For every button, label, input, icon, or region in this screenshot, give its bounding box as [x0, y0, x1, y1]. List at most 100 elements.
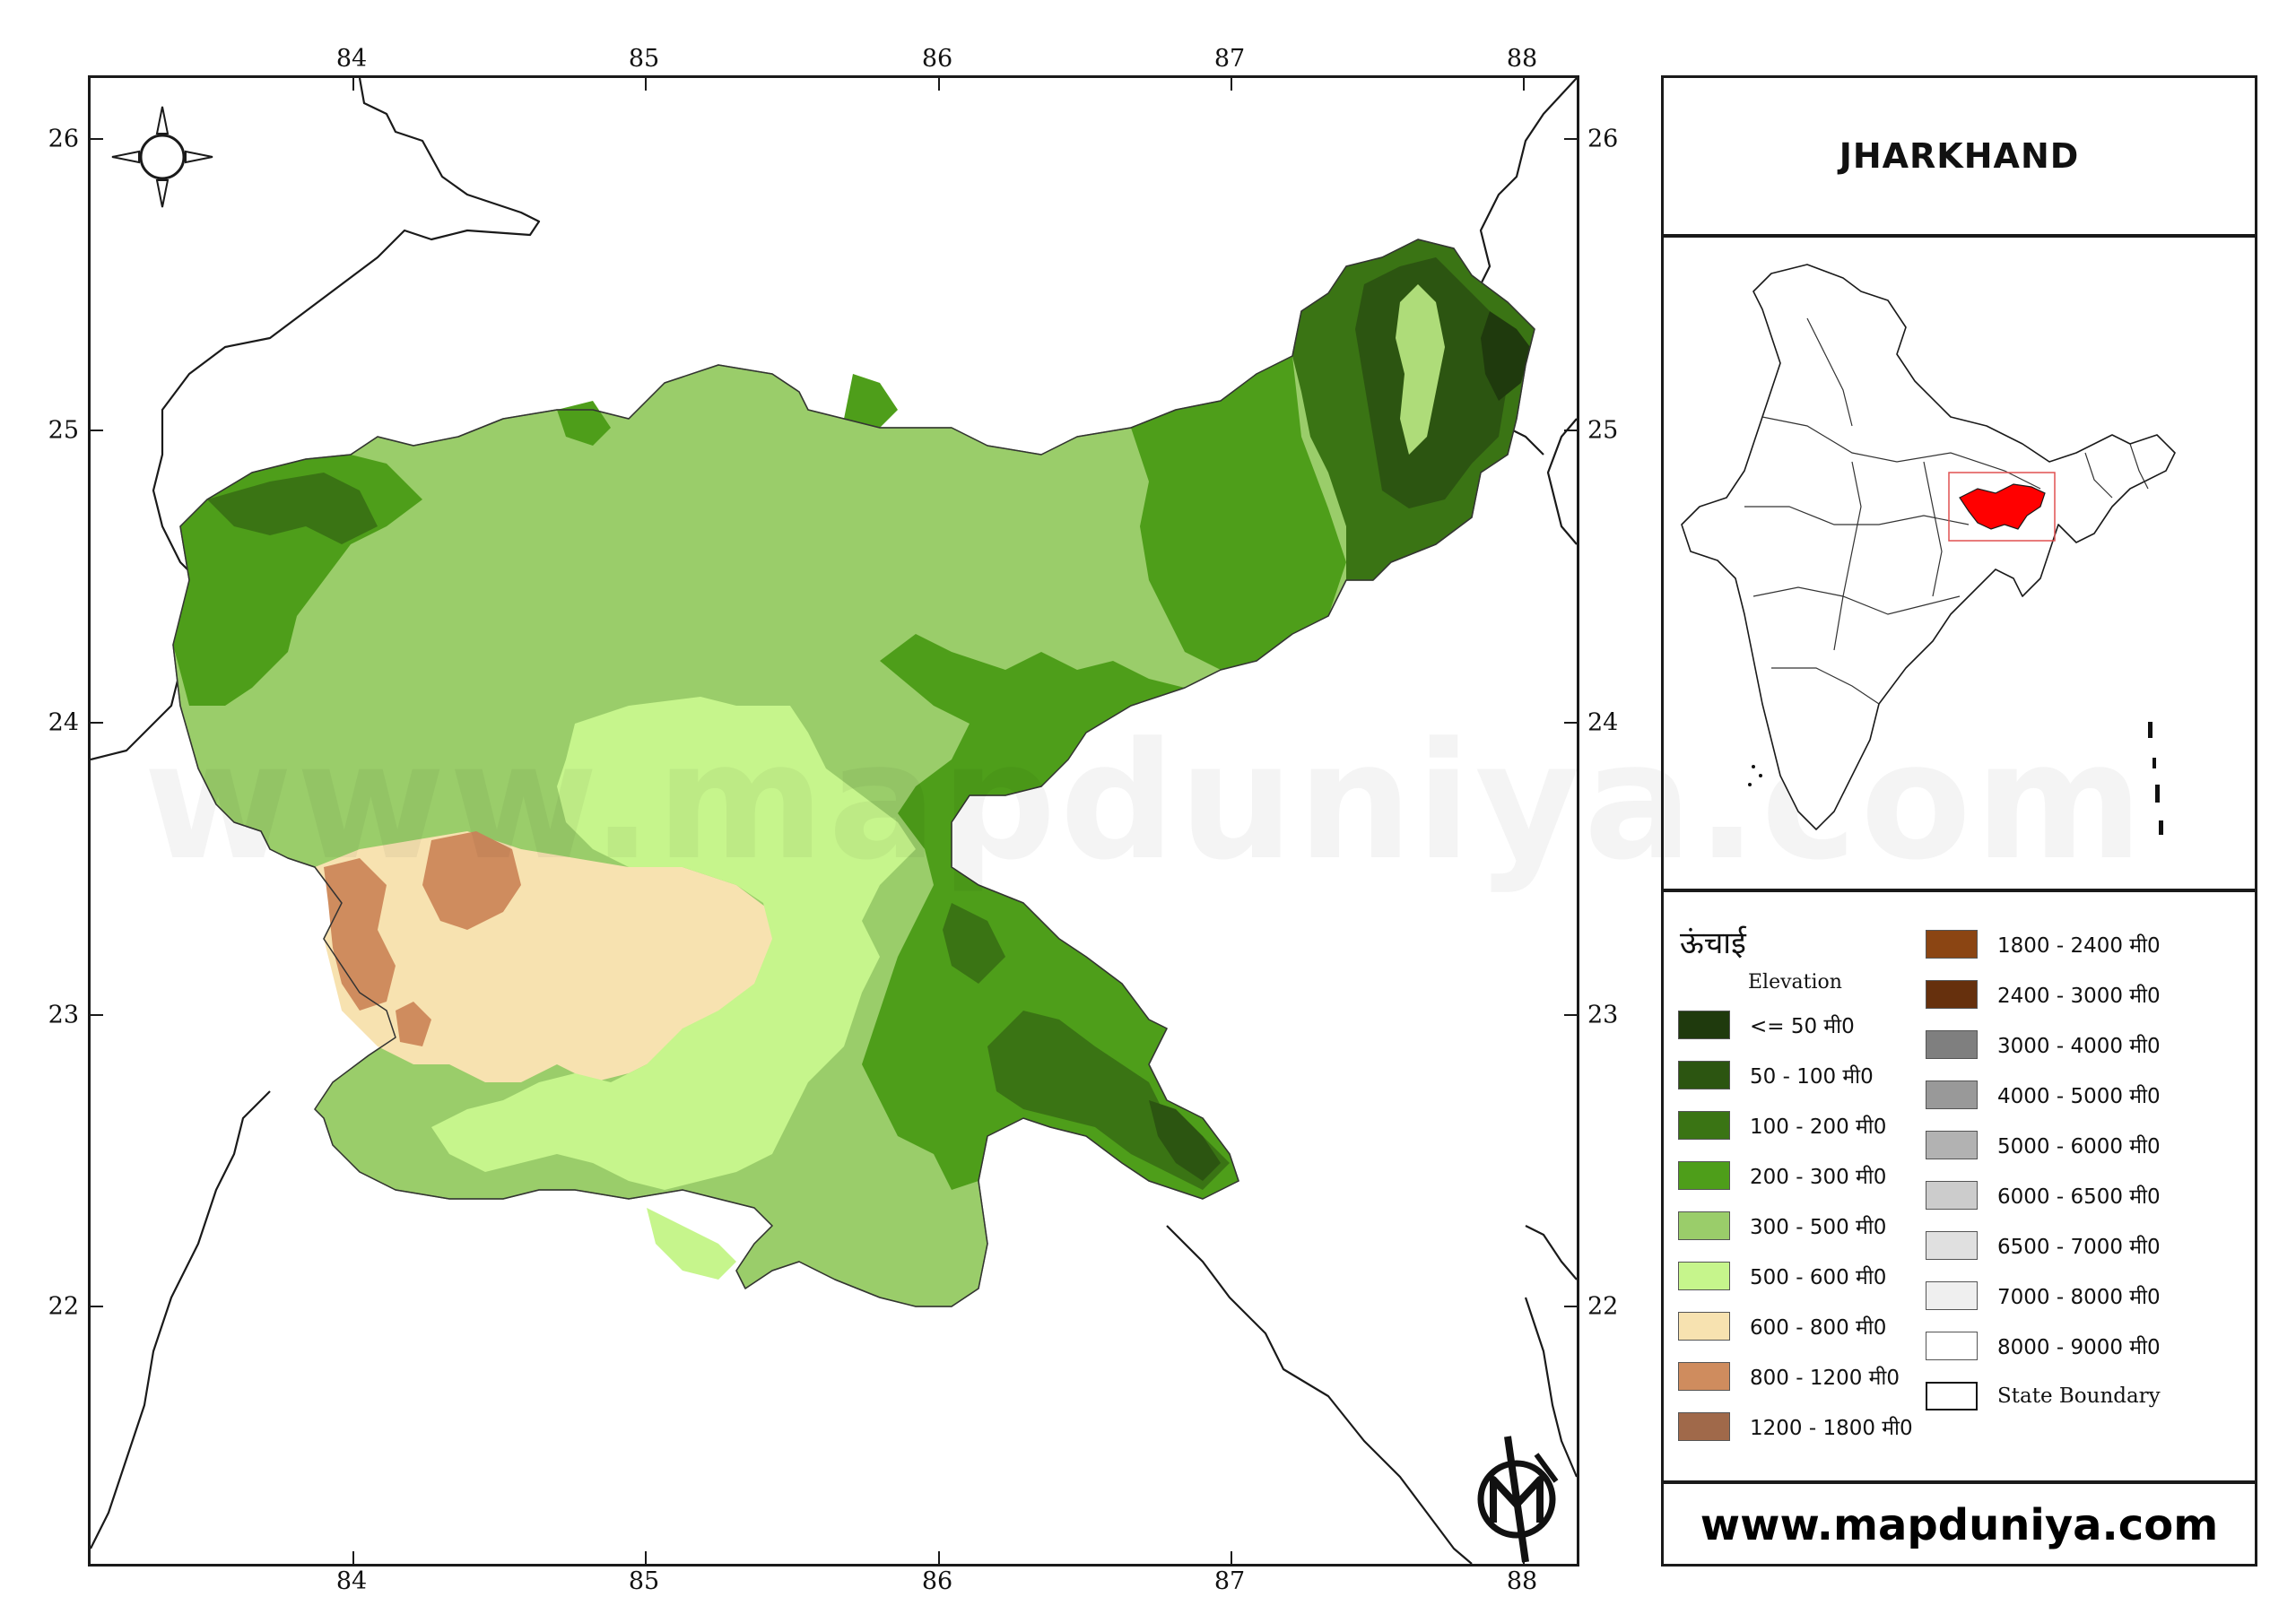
india-outline — [1681, 264, 2176, 830]
legend-item: 800 - 1200 मी0 — [1678, 1360, 1900, 1393]
legend-item: 50 - 100 मी0 — [1678, 1059, 1874, 1091]
legend-label: 100 - 200 मी0 — [1750, 1115, 1887, 1139]
india-inset-map — [1664, 238, 2255, 892]
compass-rose-icon — [111, 106, 213, 208]
map-canvas — [91, 78, 1577, 1564]
boundary-odisha-north — [1166, 1225, 1473, 1564]
legend-item: 600 - 800 मी0 — [1678, 1310, 1886, 1342]
legend-swatch — [1678, 1262, 1730, 1290]
legend-item: 200 - 300 मी0 — [1678, 1159, 1886, 1192]
jharkhand-elevation — [172, 239, 1535, 1307]
legend-item: 6500 - 7000 मी0 — [1926, 1229, 2161, 1262]
legend-swatch — [1678, 1362, 1730, 1391]
legend-item: 500 - 600 मी0 — [1678, 1260, 1886, 1292]
legend-label: 300 - 500 मी0 — [1750, 1216, 1887, 1239]
legend-item-state-boundary: State Boundary — [1926, 1380, 2161, 1412]
longitude-tick-label: 86 — [921, 1567, 953, 1595]
india-locator-svg — [1681, 264, 2176, 835]
legend-title: ऊंचाई — [1680, 925, 1746, 961]
legend-label: 3000 - 4000 मी0 — [1997, 1035, 2161, 1058]
latitude-tick-label: 25 — [1587, 416, 1619, 445]
latitude-tick-label: 22 — [48, 1292, 79, 1321]
latitude-tick-label: 24 — [48, 708, 79, 737]
legend-label: 4000 - 5000 मी0 — [1997, 1085, 2161, 1108]
legend-swatch-boundary — [1926, 1382, 1978, 1410]
legend-swatch — [1926, 1281, 1978, 1310]
legend-label: 6500 - 7000 मी0 — [1997, 1236, 2161, 1259]
elevation-map[interactable] — [88, 75, 1579, 1567]
legend-item: 6000 - 6500 मी0 — [1926, 1179, 2161, 1211]
legend-label: 600 - 800 मी0 — [1750, 1316, 1887, 1340]
mapduniya-logo-icon — [1477, 1436, 1559, 1563]
longitude-tick-label: 85 — [628, 1567, 660, 1595]
legend-item: 1200 - 1800 मी0 — [1678, 1410, 1913, 1443]
legend-item: 2400 - 3000 मी0 — [1926, 978, 2161, 1011]
legend-swatch — [1678, 1312, 1730, 1341]
longitude-tick-label: 86 — [921, 45, 953, 73]
boundary-odisha-coast — [1525, 1225, 1577, 1280]
legend-label: 500 - 600 मी0 — [1750, 1266, 1887, 1289]
website-link[interactable]: www.mapduniya.com — [1700, 1500, 2219, 1550]
latitude-tick-label: 23 — [48, 1001, 79, 1029]
legend-swatch — [1678, 1061, 1730, 1089]
longitude-tick-label: 87 — [1213, 1567, 1246, 1595]
boundary-west-bengal — [1546, 418, 1577, 545]
legend-item: 7000 - 8000 मी0 — [1926, 1280, 2161, 1312]
jharkhand-500-600 — [431, 697, 916, 1280]
latitude-tick-label: 26 — [48, 125, 79, 153]
legend-item: 5000 - 6000 मी0 — [1926, 1129, 2161, 1161]
latitude-tick-label: 24 — [1587, 708, 1619, 737]
jharkhand-800-1200 — [324, 831, 521, 1046]
longitude-tick-label: 88 — [1506, 45, 1538, 73]
latitude-tick-label: 22 — [1587, 1292, 1619, 1321]
legend-label: 7000 - 8000 मी0 — [1997, 1286, 2161, 1309]
legend-label: 8000 - 9000 मी0 — [1997, 1336, 2161, 1359]
jharkhand-50-100 — [1149, 257, 1517, 1181]
legend-swatch — [1926, 1081, 1978, 1109]
title-box: JHARKHAND — [1664, 78, 2255, 238]
india-state-lines — [1744, 317, 2149, 705]
legend-item: 100 - 200 मी0 — [1678, 1109, 1886, 1141]
locator-box — [1948, 472, 2056, 542]
map-title: JHARKHAND — [1839, 136, 2080, 176]
legend-label: State Boundary — [1997, 1384, 2161, 1408]
legend-swatch — [1926, 1030, 1978, 1059]
longitude-tick-label: 85 — [628, 45, 660, 73]
legend-item: 8000 - 9000 मी0 — [1926, 1330, 2161, 1362]
legend-swatch — [1926, 1181, 1978, 1210]
website-box[interactable]: www.mapduniya.com — [1664, 1484, 2255, 1567]
legend-label: 5000 - 6000 मी0 — [1997, 1135, 2161, 1159]
legend-label: 6000 - 6500 मी0 — [1997, 1185, 2161, 1209]
legend-swatch — [1926, 930, 1978, 959]
andaman-islands — [1748, 722, 2163, 835]
legend-item: 300 - 500 मी0 — [1678, 1210, 1886, 1242]
legend-swatch — [1926, 980, 1978, 1009]
latitude-tick-label: 23 — [1587, 1001, 1619, 1029]
legend-item: 3000 - 4000 मी0 — [1926, 1028, 2161, 1061]
legend-swatch — [1678, 1161, 1730, 1190]
latitude-tick-label: 26 — [1587, 125, 1619, 153]
info-panel: JHARKHAND — [1661, 75, 2257, 1567]
jharkhand-locator-highlight — [1959, 483, 2046, 530]
legend-label: 2400 - 3000 मी0 — [1997, 985, 2161, 1008]
longitude-tick-label: 84 — [335, 1567, 368, 1595]
boundary-chhattisgarh-odisha — [91, 1090, 271, 1549]
latitude-tick-label: 25 — [48, 416, 79, 445]
legend-swatch — [1926, 1332, 1978, 1360]
legend-label: 200 - 300 मी0 — [1750, 1166, 1887, 1189]
legend-item: 1800 - 2400 मी0 — [1926, 928, 2161, 960]
legend-label: 50 - 100 मी0 — [1750, 1065, 1874, 1089]
jharkhand-outline — [172, 239, 1535, 1307]
legend-swatch — [1926, 1231, 1978, 1260]
jharkhand-le-50 — [1481, 311, 1530, 401]
legend-label: <= 50 मी0 — [1750, 1015, 1855, 1038]
legend-label: 1800 - 2400 मी0 — [1997, 934, 2161, 958]
jharkhand-highland-light — [1396, 284, 1445, 455]
longitude-tick-label: 88 — [1506, 1567, 1538, 1595]
map-tick-marks — [91, 78, 1577, 1564]
boundary-west-bengal-coast — [1524, 1297, 1577, 1478]
legend-label: 1200 - 1800 मी0 — [1750, 1417, 1913, 1440]
legend-swatch — [1678, 1111, 1730, 1140]
legend-swatch — [1926, 1131, 1978, 1159]
legend-swatch — [1678, 1412, 1730, 1441]
